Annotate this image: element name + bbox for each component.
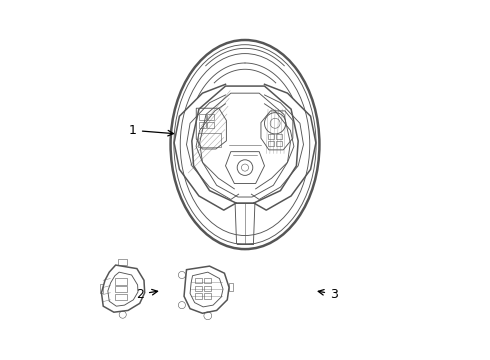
Bar <box>99 284 103 293</box>
Bar <box>268 141 274 146</box>
Text: 3: 3 <box>318 288 338 301</box>
Bar <box>115 286 126 292</box>
Bar <box>196 285 202 291</box>
Bar <box>276 141 282 146</box>
Bar <box>229 283 233 291</box>
Text: 1: 1 <box>129 124 173 137</box>
Bar <box>196 293 202 299</box>
Text: 2: 2 <box>136 288 158 301</box>
Bar <box>204 293 211 299</box>
Bar <box>199 122 206 128</box>
Bar <box>204 278 211 283</box>
Bar <box>115 294 126 300</box>
Bar <box>115 278 126 284</box>
Bar <box>196 278 202 283</box>
Bar <box>198 133 220 147</box>
Bar <box>268 134 274 139</box>
Bar <box>207 122 214 128</box>
Bar <box>204 285 211 291</box>
Bar <box>276 134 282 139</box>
Bar <box>199 114 206 121</box>
Bar <box>119 259 127 265</box>
Bar <box>207 114 214 121</box>
